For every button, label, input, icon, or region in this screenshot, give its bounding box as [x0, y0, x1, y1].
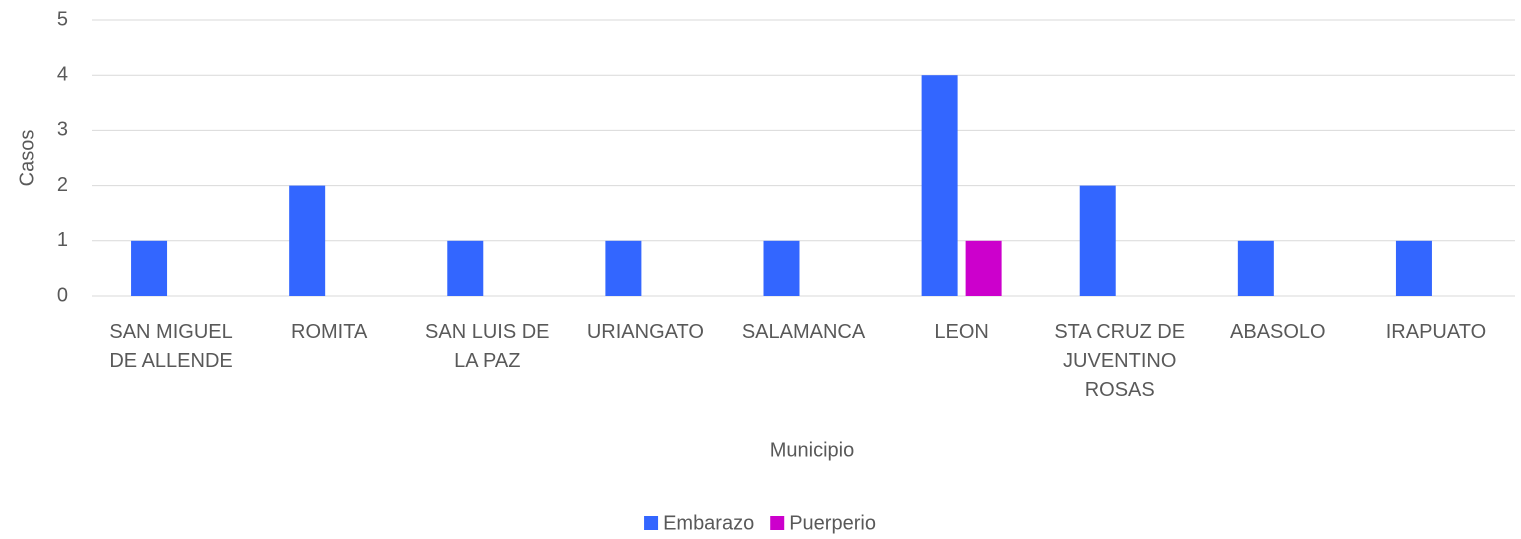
label-line: DE ALLENDE — [109, 350, 232, 372]
bar — [921, 75, 958, 296]
x-axis-title: Municipio — [770, 439, 854, 461]
legend-swatch — [644, 516, 659, 530]
label-line: LA PAZ — [454, 350, 520, 372]
y-tick-label: 3 — [57, 119, 68, 141]
bar — [1395, 240, 1432, 296]
x-tick-label: SAN MIGUEL DE ALLENDE — [109, 321, 232, 372]
x-tick-label: SAN LUIS DE LA PAZ — [425, 321, 549, 372]
bar — [605, 240, 642, 296]
bar — [1237, 240, 1274, 296]
label-line: ABASOLO — [1230, 321, 1326, 343]
label-line: SAN LUIS DE — [425, 321, 549, 343]
y-tick-label: 5 — [57, 8, 68, 30]
bar — [289, 185, 326, 296]
label-line: SAN MIGUEL — [109, 321, 232, 343]
bar — [763, 240, 800, 296]
x-tick-label: SALAMANCA — [742, 321, 866, 343]
label-line: LEON — [934, 321, 988, 343]
bar — [131, 240, 168, 296]
bar — [1079, 185, 1116, 296]
label-line: ROSAS — [1085, 379, 1155, 401]
label-line: SALAMANCA — [742, 321, 866, 343]
label-line: STA CRUZ DE — [1054, 321, 1185, 343]
x-tick-label: IRAPUATO — [1386, 321, 1486, 343]
bar — [965, 240, 1002, 296]
y-tick-label: 1 — [57, 229, 68, 251]
x-tick-label: URIANGATO — [587, 321, 704, 343]
x-tick-label: ABASOLO — [1230, 321, 1326, 343]
bar — [447, 240, 484, 296]
y-tick-label: 0 — [57, 284, 68, 306]
legend-label: Embarazo — [663, 512, 754, 534]
y-tick-label: 4 — [57, 63, 68, 85]
y-axis-title: Casos — [16, 130, 38, 187]
label-line: ROMITA — [291, 321, 368, 343]
label-line: JUVENTINO — [1063, 350, 1176, 372]
label-line: URIANGATO — [587, 321, 704, 343]
y-tick-label: 2 — [57, 174, 68, 196]
x-tick-label: ROMITA — [291, 321, 368, 343]
legend-swatch — [770, 516, 785, 530]
x-tick-label: STA CRUZ DE JUVENTINO ROSAS — [1054, 321, 1185, 401]
label-line: IRAPUATO — [1386, 321, 1486, 343]
legend-label: Puerperio — [789, 512, 876, 534]
x-tick-label: LEON — [934, 321, 988, 343]
